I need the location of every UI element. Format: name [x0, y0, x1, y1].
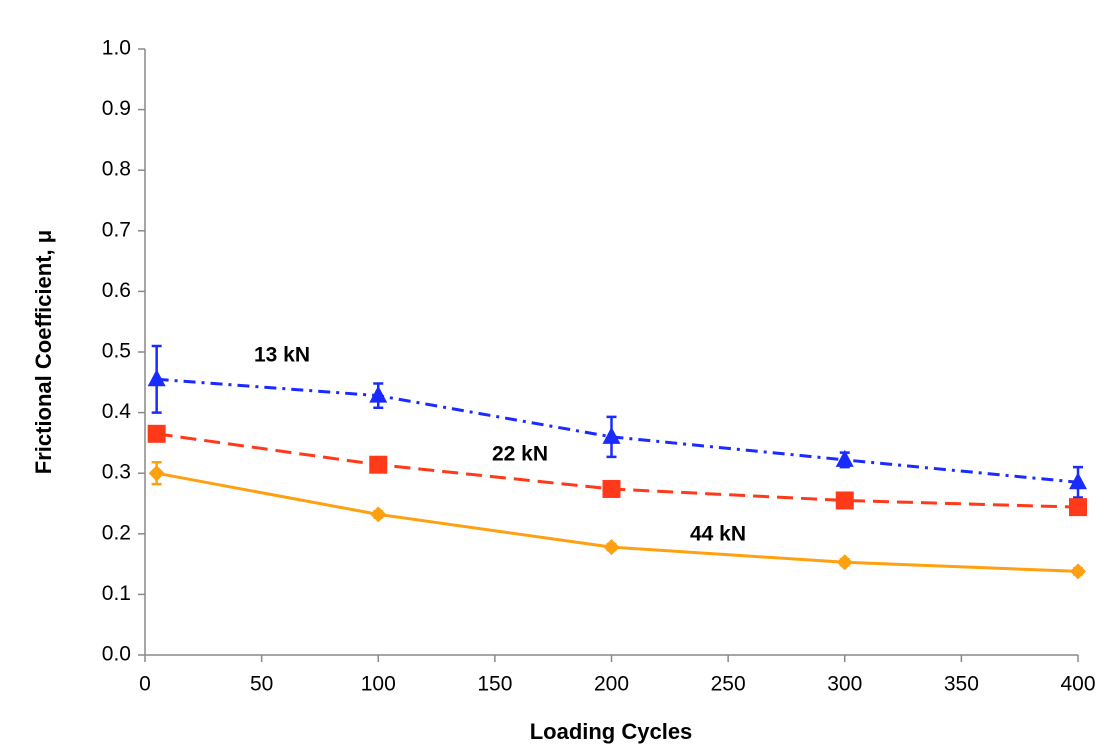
x-axis-title: Loading Cycles [530, 719, 693, 744]
marker [147, 424, 166, 443]
marker [602, 426, 621, 444]
y-tick-label: 0.7 [102, 218, 131, 241]
series-label: 44 kN [690, 523, 746, 546]
x-tick-label: 150 [477, 673, 512, 696]
y-tick-label: 1.0 [102, 37, 131, 60]
y-axis-title: Frictional Coefficient, μ [31, 230, 56, 474]
series-label: 22 kN [492, 443, 548, 466]
marker [370, 506, 387, 523]
x-tick-label: 400 [1060, 673, 1095, 696]
marker [836, 554, 853, 571]
marker [1069, 498, 1087, 517]
marker [1070, 563, 1086, 580]
series-label: 13 kN [254, 344, 310, 367]
y-tick-label: 0.8 [102, 158, 131, 181]
x-tick-label: 350 [944, 673, 979, 696]
x-tick-label: 50 [250, 673, 273, 696]
x-tick-label: 250 [711, 673, 746, 696]
x-tick-label: 100 [361, 673, 396, 696]
marker [148, 465, 165, 482]
marker [369, 385, 388, 403]
y-tick-label: 0.0 [102, 643, 131, 666]
y-tick-label: 0.1 [102, 582, 131, 605]
x-tick-label: 200 [594, 673, 629, 696]
series-line [156, 377, 1079, 484]
marker [369, 455, 388, 474]
x-tick-label: 0 [139, 673, 151, 696]
y-tick-label: 0.5 [102, 340, 131, 363]
marker [1069, 472, 1087, 490]
y-tick-label: 0.4 [102, 400, 132, 423]
marker [835, 449, 854, 467]
y-tick-label: 0.9 [102, 97, 131, 120]
marker [602, 479, 621, 498]
y-tick-label: 0.6 [102, 279, 131, 302]
marker [603, 539, 620, 556]
x-tick-label: 300 [827, 673, 862, 696]
marker [147, 369, 166, 387]
y-tick-label: 0.3 [102, 461, 131, 484]
marker [835, 491, 854, 510]
y-tick-label: 0.2 [102, 521, 131, 544]
